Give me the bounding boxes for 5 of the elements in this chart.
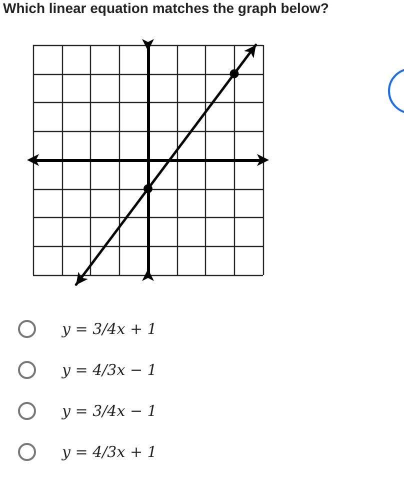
text: y = 4/3x + 1	[62, 443, 157, 461]
text: y = 3/4x − 1	[62, 402, 157, 420]
text: y = 4/3x − 1	[62, 361, 157, 379]
text: y = 3/4x + 1	[62, 320, 157, 338]
chart-title: Which linear equation matches the graph below?	[3, 0, 329, 16]
